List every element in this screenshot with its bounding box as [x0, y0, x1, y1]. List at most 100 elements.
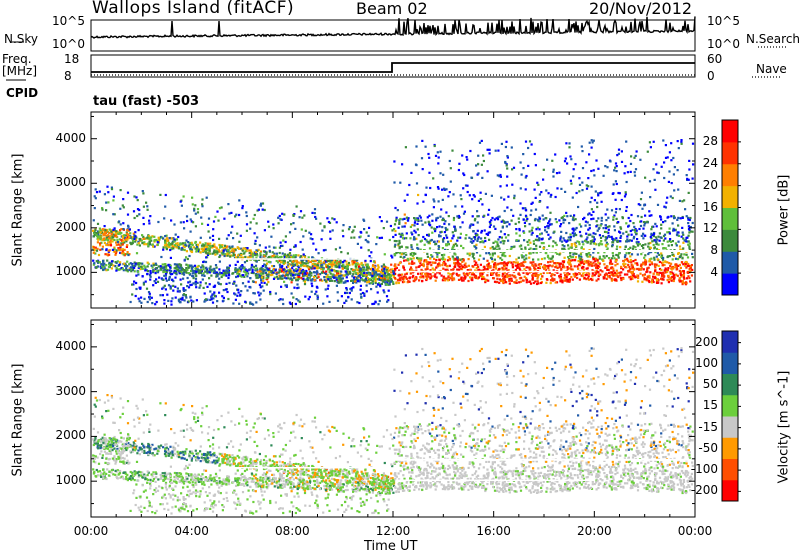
power-cell: [301, 216, 304, 219]
power-cell: [515, 239, 518, 242]
power-cell: [575, 233, 578, 237]
power-cell: [644, 263, 647, 266]
power-cell: [447, 215, 450, 218]
power-cell: [387, 289, 390, 292]
power-cell: [437, 200, 440, 203]
power-cell: [301, 273, 304, 276]
power-cell: [172, 247, 175, 250]
power-cell: [345, 271, 348, 274]
power-cell: [199, 241, 202, 244]
power-cell: [642, 221, 646, 224]
power-cell: [506, 156, 509, 159]
power-cell: [152, 245, 155, 248]
power-cell: [341, 229, 344, 232]
power-cell: [469, 240, 472, 243]
power-cell: [418, 214, 421, 217]
power-cell: [566, 266, 569, 269]
power-cell: [529, 252, 532, 255]
power-cell: [184, 269, 188, 272]
power-cell: [662, 234, 666, 238]
power-cell: [222, 269, 225, 272]
power-cell: [136, 262, 139, 265]
power-cell: [629, 246, 632, 249]
power-cell: [520, 254, 523, 257]
power-cell: [452, 257, 455, 260]
power-cell: [539, 272, 542, 276]
power-cell: [212, 220, 216, 223]
power-cell: [685, 240, 688, 243]
power-cell: [571, 268, 574, 271]
power-cell: [363, 219, 366, 222]
power-cell: [597, 261, 600, 264]
power-cell: [121, 243, 124, 246]
power-cell: [267, 260, 270, 263]
power-cell: [498, 268, 501, 271]
power-cell: [612, 254, 615, 257]
power-cell: [420, 157, 424, 160]
power-cell: [652, 243, 655, 247]
power-cell: [103, 239, 106, 242]
power-cell: [489, 222, 492, 225]
power-cell: [378, 299, 381, 303]
power-cell: [587, 278, 591, 281]
power-cell: [182, 287, 185, 290]
power-cell: [143, 241, 146, 244]
power-cell: [393, 223, 397, 226]
power-cell: [390, 271, 393, 274]
power-cell: [448, 264, 451, 267]
power-cell: [190, 267, 194, 270]
power-cell: [191, 196, 194, 199]
power-cell: [653, 258, 656, 261]
power-cell: [243, 267, 246, 270]
power-cell: [677, 234, 680, 237]
power-cell: [265, 283, 268, 286]
power-cell: [246, 289, 249, 292]
power-cell: [416, 222, 419, 225]
power-cell: [522, 279, 525, 282]
power-cell: [317, 260, 321, 264]
power-cell: [610, 273, 613, 276]
power-cell: [474, 245, 477, 248]
power-cell: [404, 276, 407, 279]
power-cell: [615, 217, 618, 220]
power-cell: [413, 217, 416, 220]
power-cell: [658, 267, 662, 271]
power-cell: [244, 273, 248, 276]
power-cell: [293, 286, 296, 289]
power-cell: [312, 265, 315, 268]
power-cell: [460, 264, 463, 267]
power-cell: [606, 243, 609, 246]
power-cell: [609, 259, 612, 262]
power-cell: [653, 239, 656, 242]
power-cell: [104, 231, 107, 234]
power-cell: [289, 274, 292, 277]
power-cell: [168, 278, 171, 281]
power-cell: [585, 271, 588, 274]
power-cell: [377, 278, 380, 281]
power-cell: [434, 261, 437, 264]
power-cell: [169, 264, 172, 267]
power-cell: [96, 230, 99, 233]
power-cell: [201, 249, 204, 252]
power-cell: [189, 230, 192, 233]
power-cell: [580, 255, 583, 258]
power-cell: [112, 228, 115, 231]
power-cell: [574, 244, 577, 247]
power-cell: [359, 284, 362, 287]
power-cell: [92, 246, 96, 249]
power-cell: [689, 280, 692, 283]
power-cell: [287, 269, 290, 272]
power-cell: [556, 187, 559, 190]
power-cell: [473, 219, 476, 222]
power-cell: [345, 287, 348, 290]
power-cell: [531, 274, 534, 277]
power-cell: [672, 272, 675, 275]
power-cell: [293, 276, 296, 279]
power-cell: [134, 239, 138, 242]
power-cell: [331, 217, 334, 220]
power-cell: [406, 257, 409, 260]
power-cell: [485, 268, 488, 271]
power-cell: [333, 280, 336, 283]
power-cell: [105, 238, 108, 241]
power-cell: [289, 248, 292, 251]
